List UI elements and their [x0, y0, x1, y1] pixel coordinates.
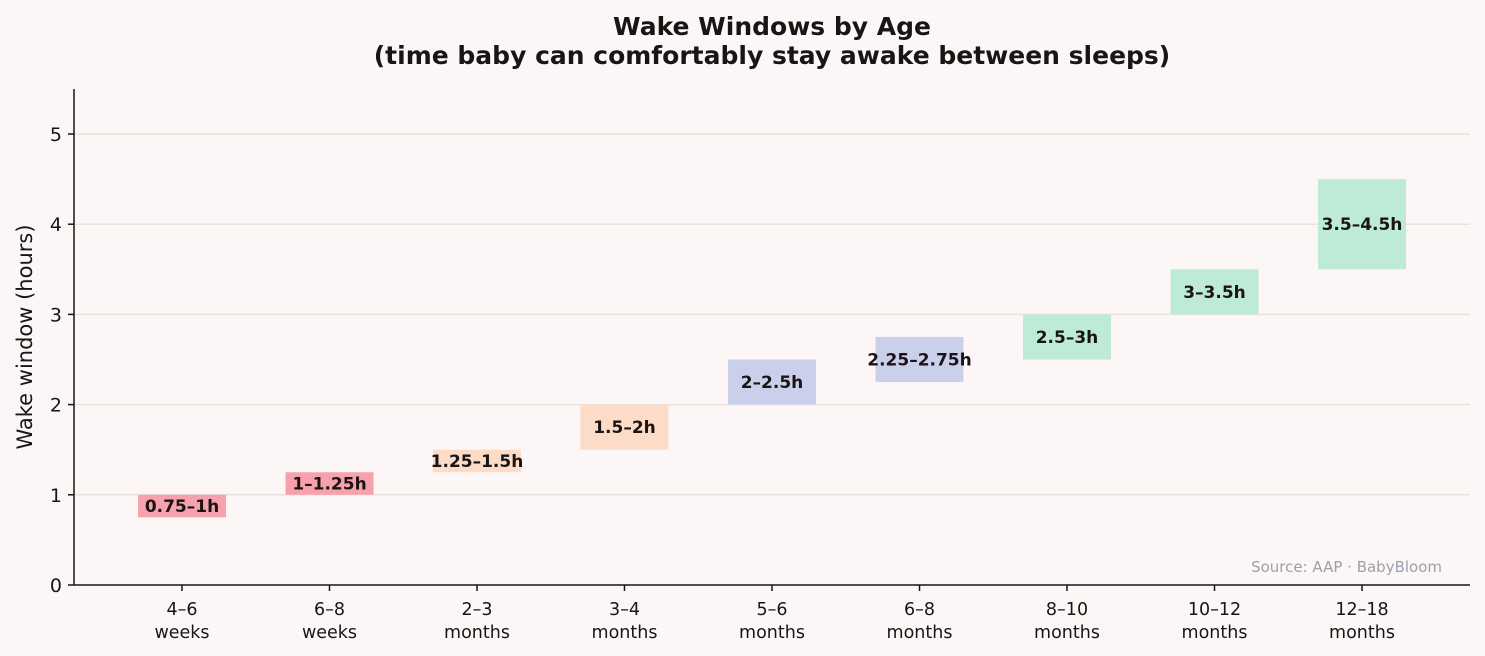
x-tick-label-range: 6–8: [904, 600, 935, 620]
range-bar: [728, 359, 816, 405]
bar-value-label: 0.75–1h: [145, 497, 219, 517]
range-bar: [580, 404, 669, 450]
axes: [68, 89, 1470, 591]
x-tick-label-range: 5–6: [756, 600, 787, 620]
y-tick-label: 1: [50, 485, 62, 507]
bar-value-label: 3–3.5h: [1183, 283, 1246, 303]
bar-value-label: 3.5–4.5h: [1322, 215, 1403, 235]
y-tick-label: 5: [50, 124, 62, 146]
range-bar: [875, 336, 964, 383]
bar-value-label: 2.25–2.75h: [867, 351, 972, 371]
y-tick-labels: 0 1 2 3 4 5: [50, 124, 62, 597]
x-tick-label-unit: weeks: [154, 623, 209, 643]
chart-subtitle: (time baby can comfortably stay awake be…: [374, 41, 1170, 70]
source-annotation: Source: AAP · BabyBloom: [1251, 558, 1442, 576]
range-bar: [138, 494, 226, 518]
y-tick-label: 3: [50, 304, 62, 326]
x-tick-label-unit: weeks: [302, 623, 357, 643]
y-tick-label: 4: [50, 214, 62, 236]
x-tick-label-range: 4–6: [166, 600, 197, 620]
range-bars: 0.75–1h 1–1.25h 1.25–1.5h 1.5–2h 2–2.5h 2.25–…: [138, 179, 1406, 518]
y-axis-label: Wake window (hours): [13, 224, 37, 449]
x-tick-label-range: 3–4: [609, 600, 640, 620]
chart-title: Wake Windows by Age: [613, 12, 931, 41]
range-bar: [433, 449, 521, 473]
x-tick-label-unit: months: [1182, 623, 1248, 643]
x-tick-label-range: 6–8: [314, 600, 345, 620]
x-tick-label-range: 10–12: [1188, 600, 1241, 620]
x-tick-label-unit: months: [1034, 623, 1100, 643]
x-tick-label-unit: months: [592, 623, 658, 643]
bar-value-label: 1–1.25h: [292, 475, 366, 495]
x-tick-label-unit: months: [887, 623, 953, 643]
x-tick-label-unit: months: [1329, 623, 1395, 643]
y-tick-label: 2: [50, 395, 62, 417]
range-bar: [285, 472, 374, 495]
x-tick-label-unit: months: [444, 623, 510, 643]
bar-value-label: 1.5–2h: [593, 418, 656, 438]
range-bar: [1170, 269, 1259, 315]
range-bar: [1023, 314, 1111, 360]
x-tick-label-unit: months: [739, 623, 805, 643]
y-tick-label: 0: [50, 575, 62, 597]
bar-value-label: 1.25–1.5h: [431, 452, 524, 472]
x-tick-labels: 4–6 weeks 6–8 weeks 2–3 months 3–4 months 5–6 mon…: [154, 600, 1395, 643]
x-tick-label-range: 8–10: [1046, 600, 1088, 620]
x-tick-label-range: 2–3: [461, 600, 492, 620]
bar-value-label: 2.5–3h: [1036, 328, 1099, 348]
range-bar: [1318, 179, 1406, 270]
x-tick-label-range: 12–18: [1335, 600, 1388, 620]
bar-value-label: 2–2.5h: [741, 373, 804, 393]
